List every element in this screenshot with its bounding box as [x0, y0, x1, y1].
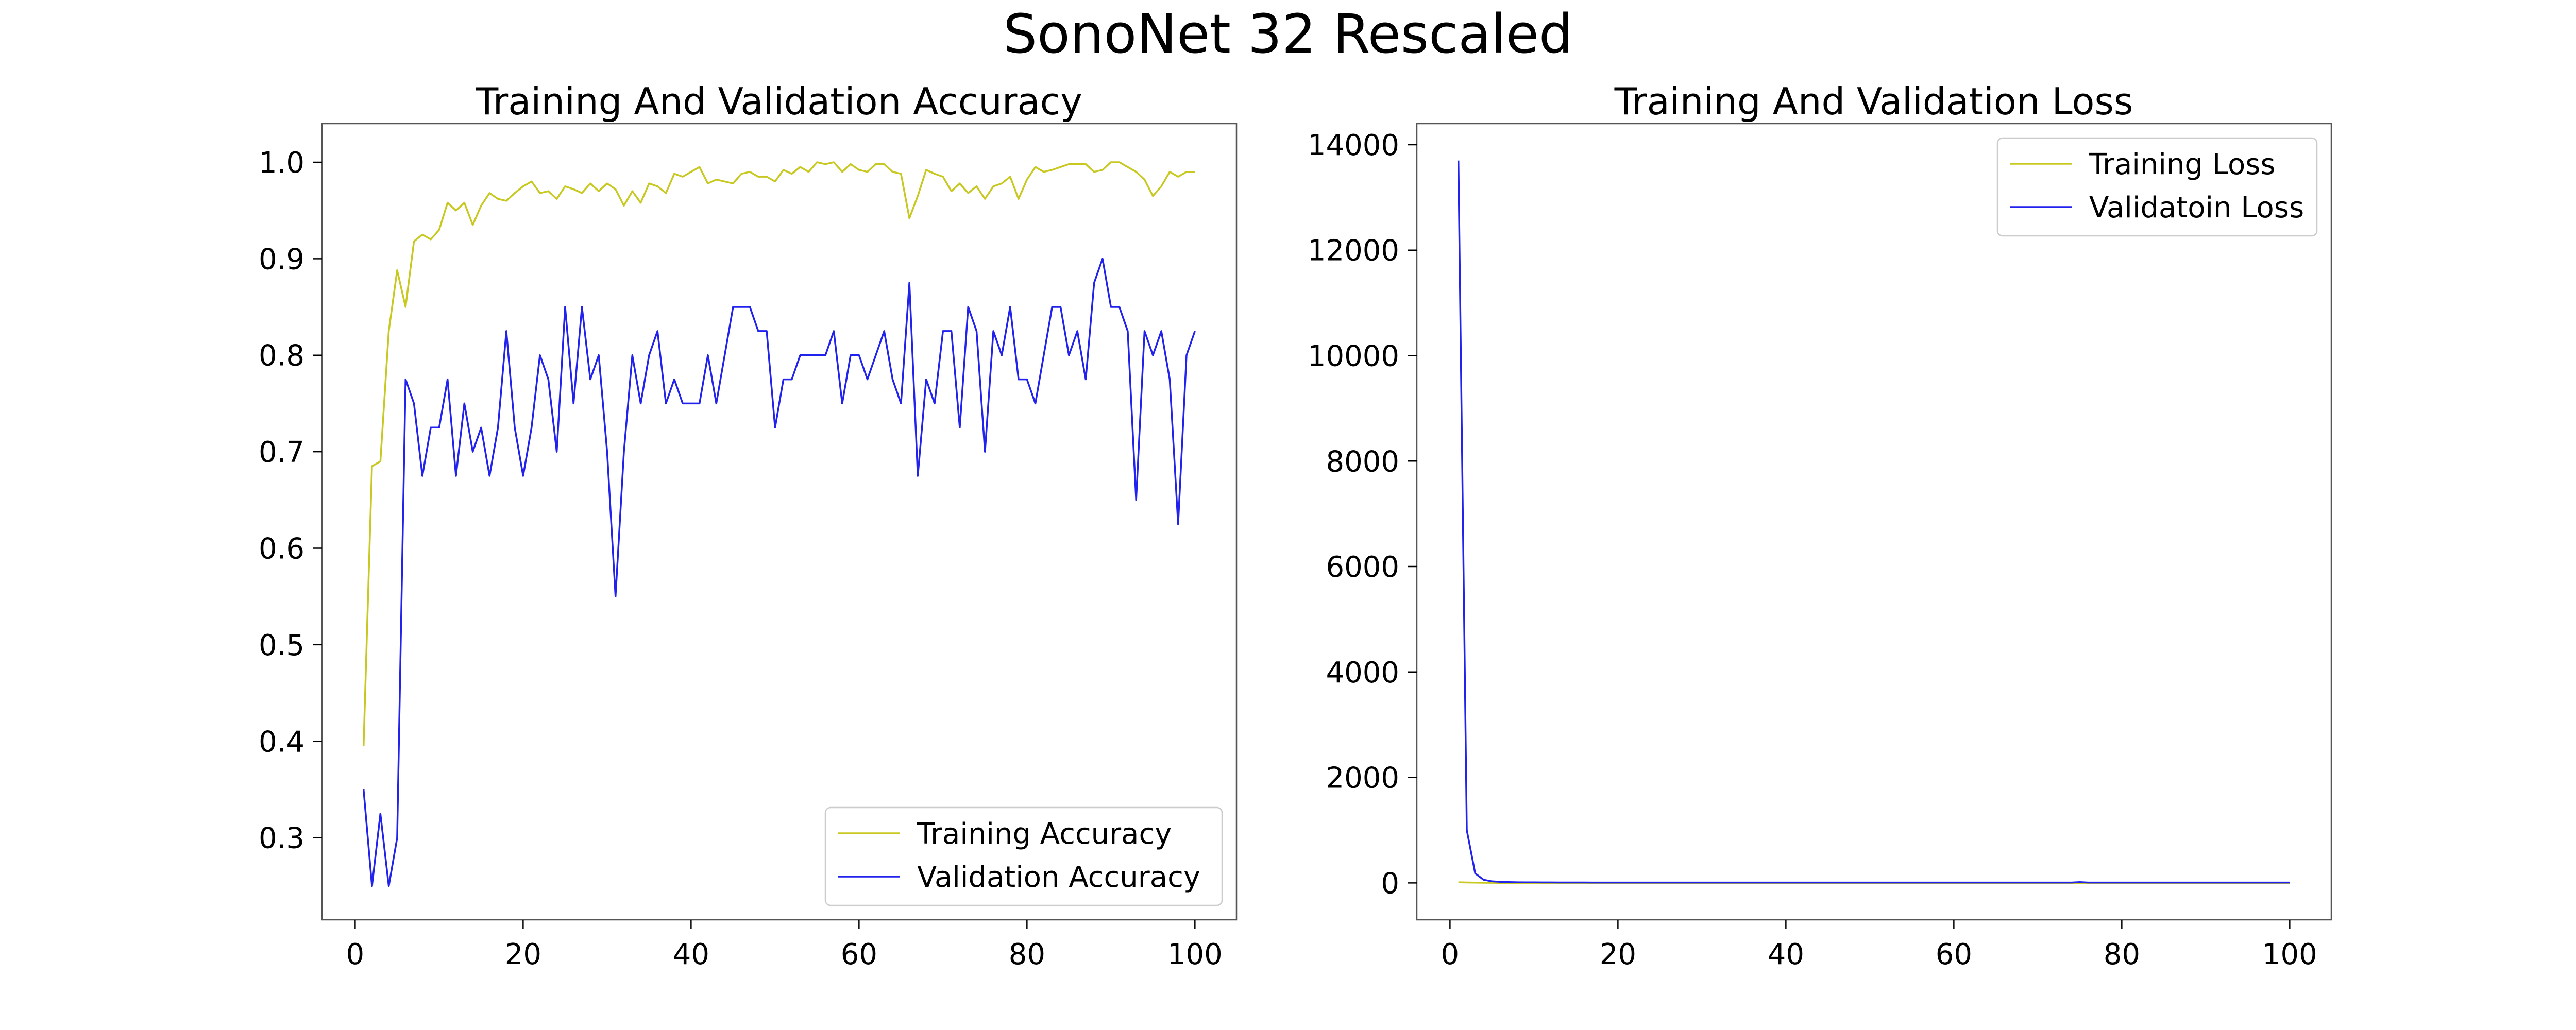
series-line-validation	[362, 258, 1196, 887]
legend-box	[824, 806, 1223, 906]
legend: Training Accuracy Validation Accuracy	[824, 806, 1223, 906]
legend-box	[1996, 137, 2318, 237]
y-tick-label: 12000	[1308, 234, 1399, 268]
x-tick-label: 40	[1768, 938, 1804, 971]
y-tick-label: 0.5	[259, 629, 304, 662]
y-tick-label: 8000	[1326, 445, 1399, 478]
x-tick-label: 0	[1441, 938, 1460, 971]
legend-label: Training Accuracy	[917, 817, 1172, 851]
chart-title: Training And Validation Accuracy	[475, 80, 1082, 123]
legend-label: Training Loss	[2089, 148, 2276, 181]
y-tick-label: 6000	[1326, 551, 1399, 584]
legend: Training Loss Validatoin Loss	[1996, 137, 2318, 237]
loss-chart: Training And Validation Loss 0 20 40 60 80 10…	[1308, 80, 2332, 971]
x-tick-label: 40	[673, 938, 709, 971]
plot-frame	[321, 123, 1238, 921]
chart-title: Training And Validation Loss	[1614, 80, 2133, 123]
x-tick-label: 100	[1167, 938, 1223, 971]
x-tick-label: 80	[1009, 938, 1045, 971]
y-tick-label: 0	[1381, 867, 1399, 900]
accuracy-chart: Training And Validation Accuracy 0 20 40 60…	[259, 80, 1238, 971]
y-tick-label: 14000	[1308, 129, 1399, 162]
plot-frame	[1416, 123, 2332, 921]
y-tick-label: 0.7	[259, 436, 304, 469]
figure-title: SonoNet 32 Rescaled	[1003, 3, 1573, 65]
y-tick-label: 0.3	[259, 822, 304, 855]
y-tick-label: 0.8	[259, 339, 304, 373]
x-tick-label: 80	[2104, 938, 2140, 971]
x-tick-label: 60	[1936, 938, 1972, 971]
legend-label: Validation Accuracy	[917, 861, 1200, 894]
y-tick-label: 0.4	[259, 725, 304, 759]
y-tick-label: 0.9	[259, 243, 304, 276]
x-tick-label: 20	[1600, 938, 1636, 971]
series-line-validation	[1457, 160, 2290, 884]
y-tick-label: 2000	[1326, 762, 1399, 795]
x-tick-label: 0	[346, 938, 365, 971]
x-tick-label: 20	[505, 938, 541, 971]
y-tick-label: 4000	[1326, 656, 1399, 690]
y-tick-label: 1.0	[259, 146, 304, 180]
y-tick-label: 0.6	[259, 533, 304, 566]
series-line-training	[362, 161, 1195, 746]
x-tick-label: 60	[841, 938, 877, 971]
y-tick-label: 10000	[1308, 339, 1399, 373]
legend-label: Validatoin Loss	[2089, 191, 2304, 225]
x-tick-label: 100	[2262, 938, 2317, 971]
